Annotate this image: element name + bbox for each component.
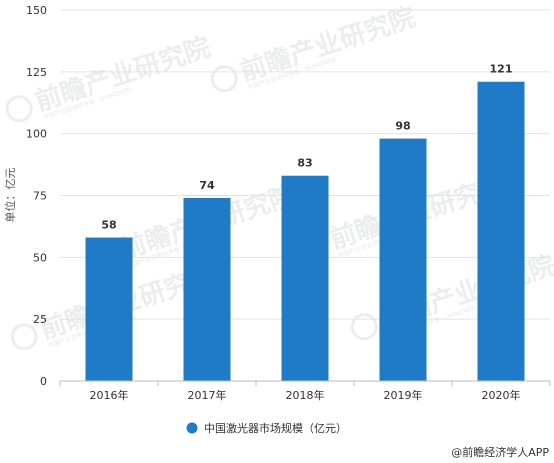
y-tick-label: 100 (26, 128, 47, 141)
y-tick-label: 75 (33, 190, 47, 203)
y-tick-label: 0 (40, 375, 47, 388)
data-label: 98 (395, 120, 410, 133)
y-tick-label: 50 (33, 251, 47, 264)
y-tick-label: 150 (26, 4, 47, 17)
watermark-circle-icon (350, 313, 378, 341)
x-tick-label: 2016年 (90, 388, 129, 402)
bar (281, 175, 329, 381)
bar (477, 81, 525, 381)
x-tick-label: 2017年 (188, 388, 227, 402)
y-tick-label: 25 (33, 313, 47, 326)
data-labels: 58 74 83 98 121 (101, 63, 512, 232)
legend-label: 中国激光器市场规模（亿元） (204, 421, 347, 435)
data-label: 121 (490, 63, 513, 76)
bar (379, 138, 427, 381)
bar-series (85, 81, 525, 381)
bar (183, 197, 231, 381)
data-label: 83 (297, 157, 312, 170)
y-tick-label: 125 (26, 66, 47, 79)
legend: 中国激光器市场规模（亿元） (186, 421, 347, 435)
watermark-circle-icon (5, 95, 33, 123)
watermark-text: 前瞻产业研究院 (236, 2, 419, 88)
data-label: 74 (199, 179, 215, 192)
x-tick-label: 2018年 (286, 388, 325, 402)
legend-swatch (186, 422, 198, 434)
x-tick-label: 2020年 (482, 388, 521, 402)
source-label: @前瞻经济学人APP (451, 445, 549, 459)
watermark-text: 前瞻产业研究院 (31, 32, 214, 118)
y-axis-ticks: 0 25 50 75 100 125 150 (26, 4, 47, 388)
y-axis-label: 单位：亿元 (3, 168, 17, 223)
bar (85, 237, 133, 381)
x-tick-label: 2019年 (384, 388, 423, 402)
data-label: 58 (101, 219, 116, 232)
watermark-circle-icon (210, 65, 238, 93)
x-axis-ticks: 2016年 2017年 2018年 2019年 2020年 (59, 381, 551, 402)
watermark-circle-icon (10, 323, 38, 351)
